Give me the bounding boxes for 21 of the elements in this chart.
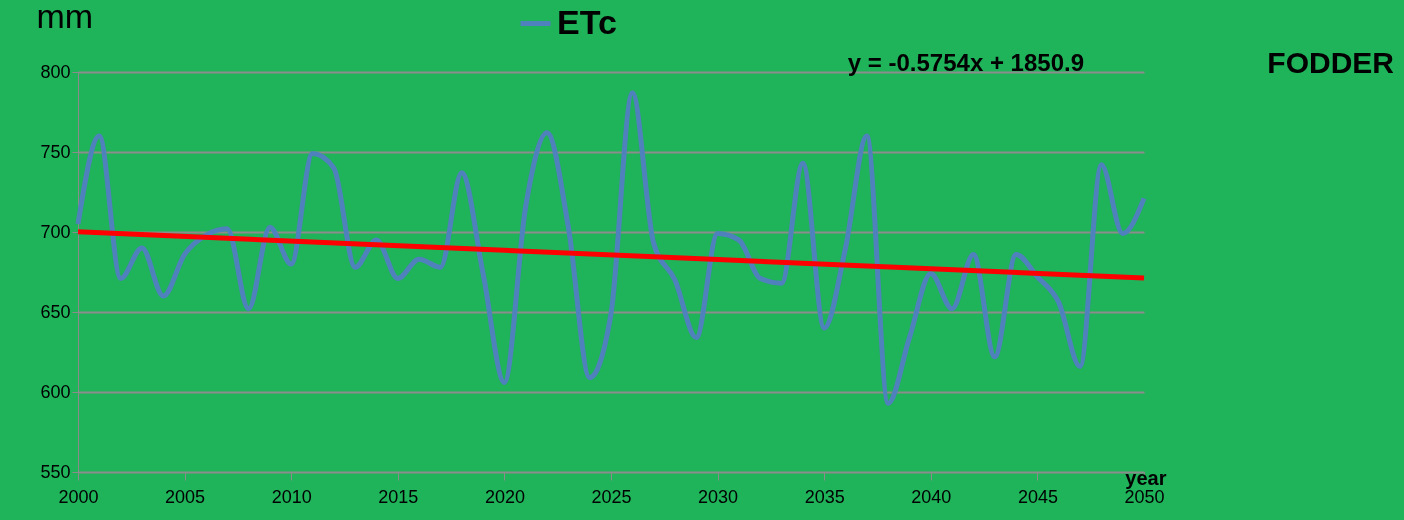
y-tick-label: 700 [40,221,71,242]
x-tick-label: 2005 [165,486,206,507]
text: FODDER [1267,46,1395,79]
x-tick-label: 2040 [911,486,952,507]
y-tick-label: 550 [40,461,71,482]
legend-label: ETc [557,2,617,41]
annotation: y = -0.5754x + 1850.9 [847,49,1084,76]
x-tick-label: 2025 [591,486,632,507]
x-tick-label: 2000 [58,486,99,507]
x-tick-label: 2030 [698,486,739,507]
x-tick-label: 2015 [378,486,419,507]
x-tick-label: 2035 [804,486,845,507]
y-tick-label: 750 [40,141,71,162]
x-tick-label: 2045 [1017,486,1058,507]
x-axis-title: year [1125,466,1167,489]
x-tick-label: 2020 [484,486,525,507]
y-tick-label: 600 [40,381,71,402]
x-tick-label: 2010 [271,486,312,507]
y-tick-label: 800 [40,61,71,82]
y-tick-label: 650 [40,301,71,322]
y-axis-title: mm [36,0,94,35]
